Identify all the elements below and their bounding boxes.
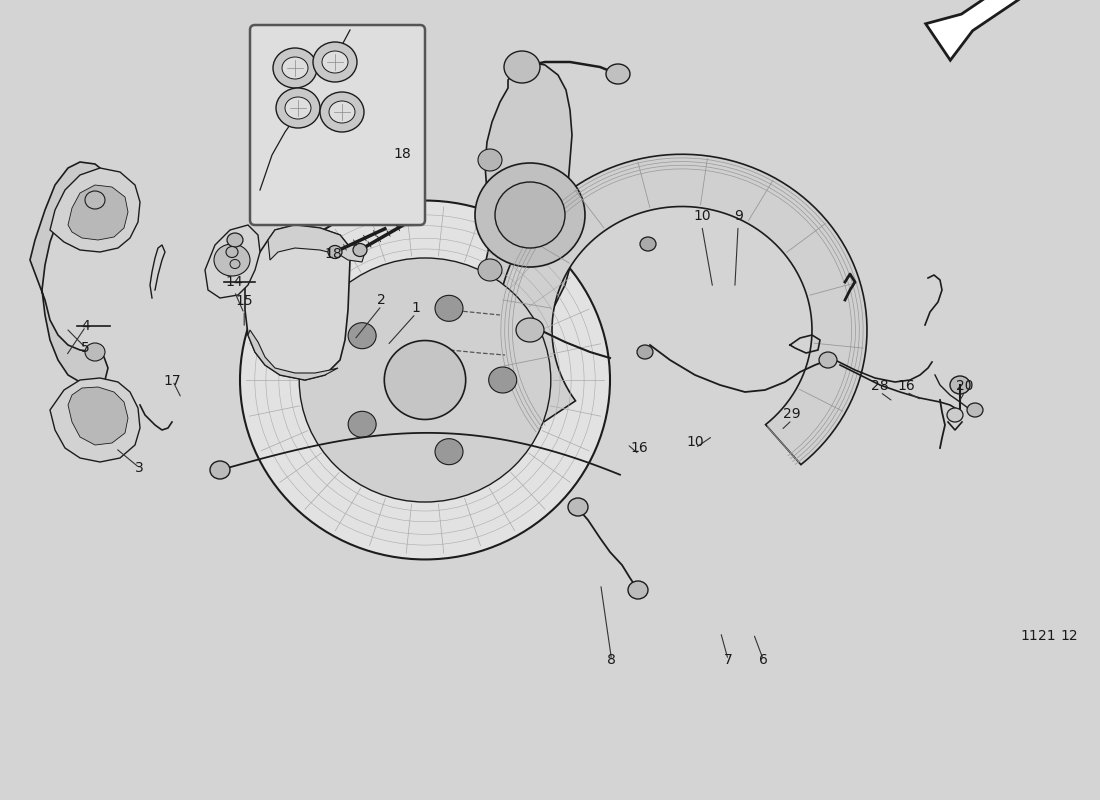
Text: 20: 20 <box>956 378 974 393</box>
Ellipse shape <box>967 403 983 417</box>
Text: 1: 1 <box>411 301 420 315</box>
Polygon shape <box>497 154 867 465</box>
Polygon shape <box>482 62 575 338</box>
Text: 28: 28 <box>871 378 889 393</box>
Polygon shape <box>68 185 128 240</box>
Text: 7: 7 <box>724 653 733 667</box>
Ellipse shape <box>495 182 565 248</box>
Text: 18: 18 <box>324 247 342 262</box>
Ellipse shape <box>434 438 463 465</box>
Text: 12: 12 <box>1060 629 1078 643</box>
Ellipse shape <box>214 244 250 276</box>
Ellipse shape <box>947 408 962 422</box>
Text: 16: 16 <box>630 441 648 455</box>
Ellipse shape <box>950 376 970 394</box>
Ellipse shape <box>226 246 238 258</box>
Ellipse shape <box>329 101 355 123</box>
Ellipse shape <box>322 51 348 73</box>
Text: 17: 17 <box>164 374 182 388</box>
Text: 14: 14 <box>226 274 243 289</box>
Polygon shape <box>248 330 338 380</box>
Ellipse shape <box>606 64 630 84</box>
Polygon shape <box>205 225 260 298</box>
Ellipse shape <box>640 237 656 251</box>
Polygon shape <box>245 225 350 380</box>
Text: 21: 21 <box>1038 629 1056 643</box>
Ellipse shape <box>568 498 588 516</box>
Polygon shape <box>68 387 128 445</box>
Ellipse shape <box>285 97 311 119</box>
Ellipse shape <box>478 259 502 281</box>
Ellipse shape <box>85 343 104 361</box>
Ellipse shape <box>434 295 463 322</box>
Polygon shape <box>268 225 365 262</box>
FancyBboxPatch shape <box>250 25 425 225</box>
Ellipse shape <box>478 149 502 171</box>
Ellipse shape <box>516 318 544 342</box>
Text: 3: 3 <box>135 461 144 475</box>
Polygon shape <box>926 0 1024 60</box>
Ellipse shape <box>210 461 230 479</box>
Text: 16: 16 <box>898 378 915 393</box>
Ellipse shape <box>299 258 551 502</box>
Ellipse shape <box>384 341 465 419</box>
Ellipse shape <box>628 581 648 599</box>
Text: 9: 9 <box>734 209 742 223</box>
Text: 8: 8 <box>607 653 616 667</box>
Ellipse shape <box>85 191 104 209</box>
Ellipse shape <box>820 352 837 368</box>
Ellipse shape <box>276 88 320 128</box>
Text: 18: 18 <box>394 146 411 161</box>
Text: 4: 4 <box>81 319 90 334</box>
Ellipse shape <box>348 411 376 438</box>
Ellipse shape <box>240 201 611 559</box>
Ellipse shape <box>328 246 342 258</box>
Text: 5: 5 <box>81 341 90 355</box>
Ellipse shape <box>488 367 517 393</box>
Ellipse shape <box>320 92 364 132</box>
Text: 10: 10 <box>693 209 711 223</box>
Ellipse shape <box>475 163 585 267</box>
Ellipse shape <box>273 48 317 88</box>
Polygon shape <box>30 162 108 385</box>
Ellipse shape <box>348 322 376 349</box>
Polygon shape <box>50 378 140 462</box>
Ellipse shape <box>282 57 308 79</box>
Polygon shape <box>50 168 140 252</box>
Ellipse shape <box>637 345 653 359</box>
Text: 6: 6 <box>759 653 768 667</box>
Text: 15: 15 <box>235 294 253 308</box>
Ellipse shape <box>314 42 358 82</box>
Text: 2: 2 <box>377 293 386 307</box>
Ellipse shape <box>230 259 240 269</box>
Text: 29: 29 <box>783 406 801 421</box>
Ellipse shape <box>504 51 540 83</box>
Text: 10: 10 <box>686 435 704 450</box>
Ellipse shape <box>353 243 367 257</box>
Ellipse shape <box>227 233 243 247</box>
Text: 11: 11 <box>1021 629 1038 643</box>
